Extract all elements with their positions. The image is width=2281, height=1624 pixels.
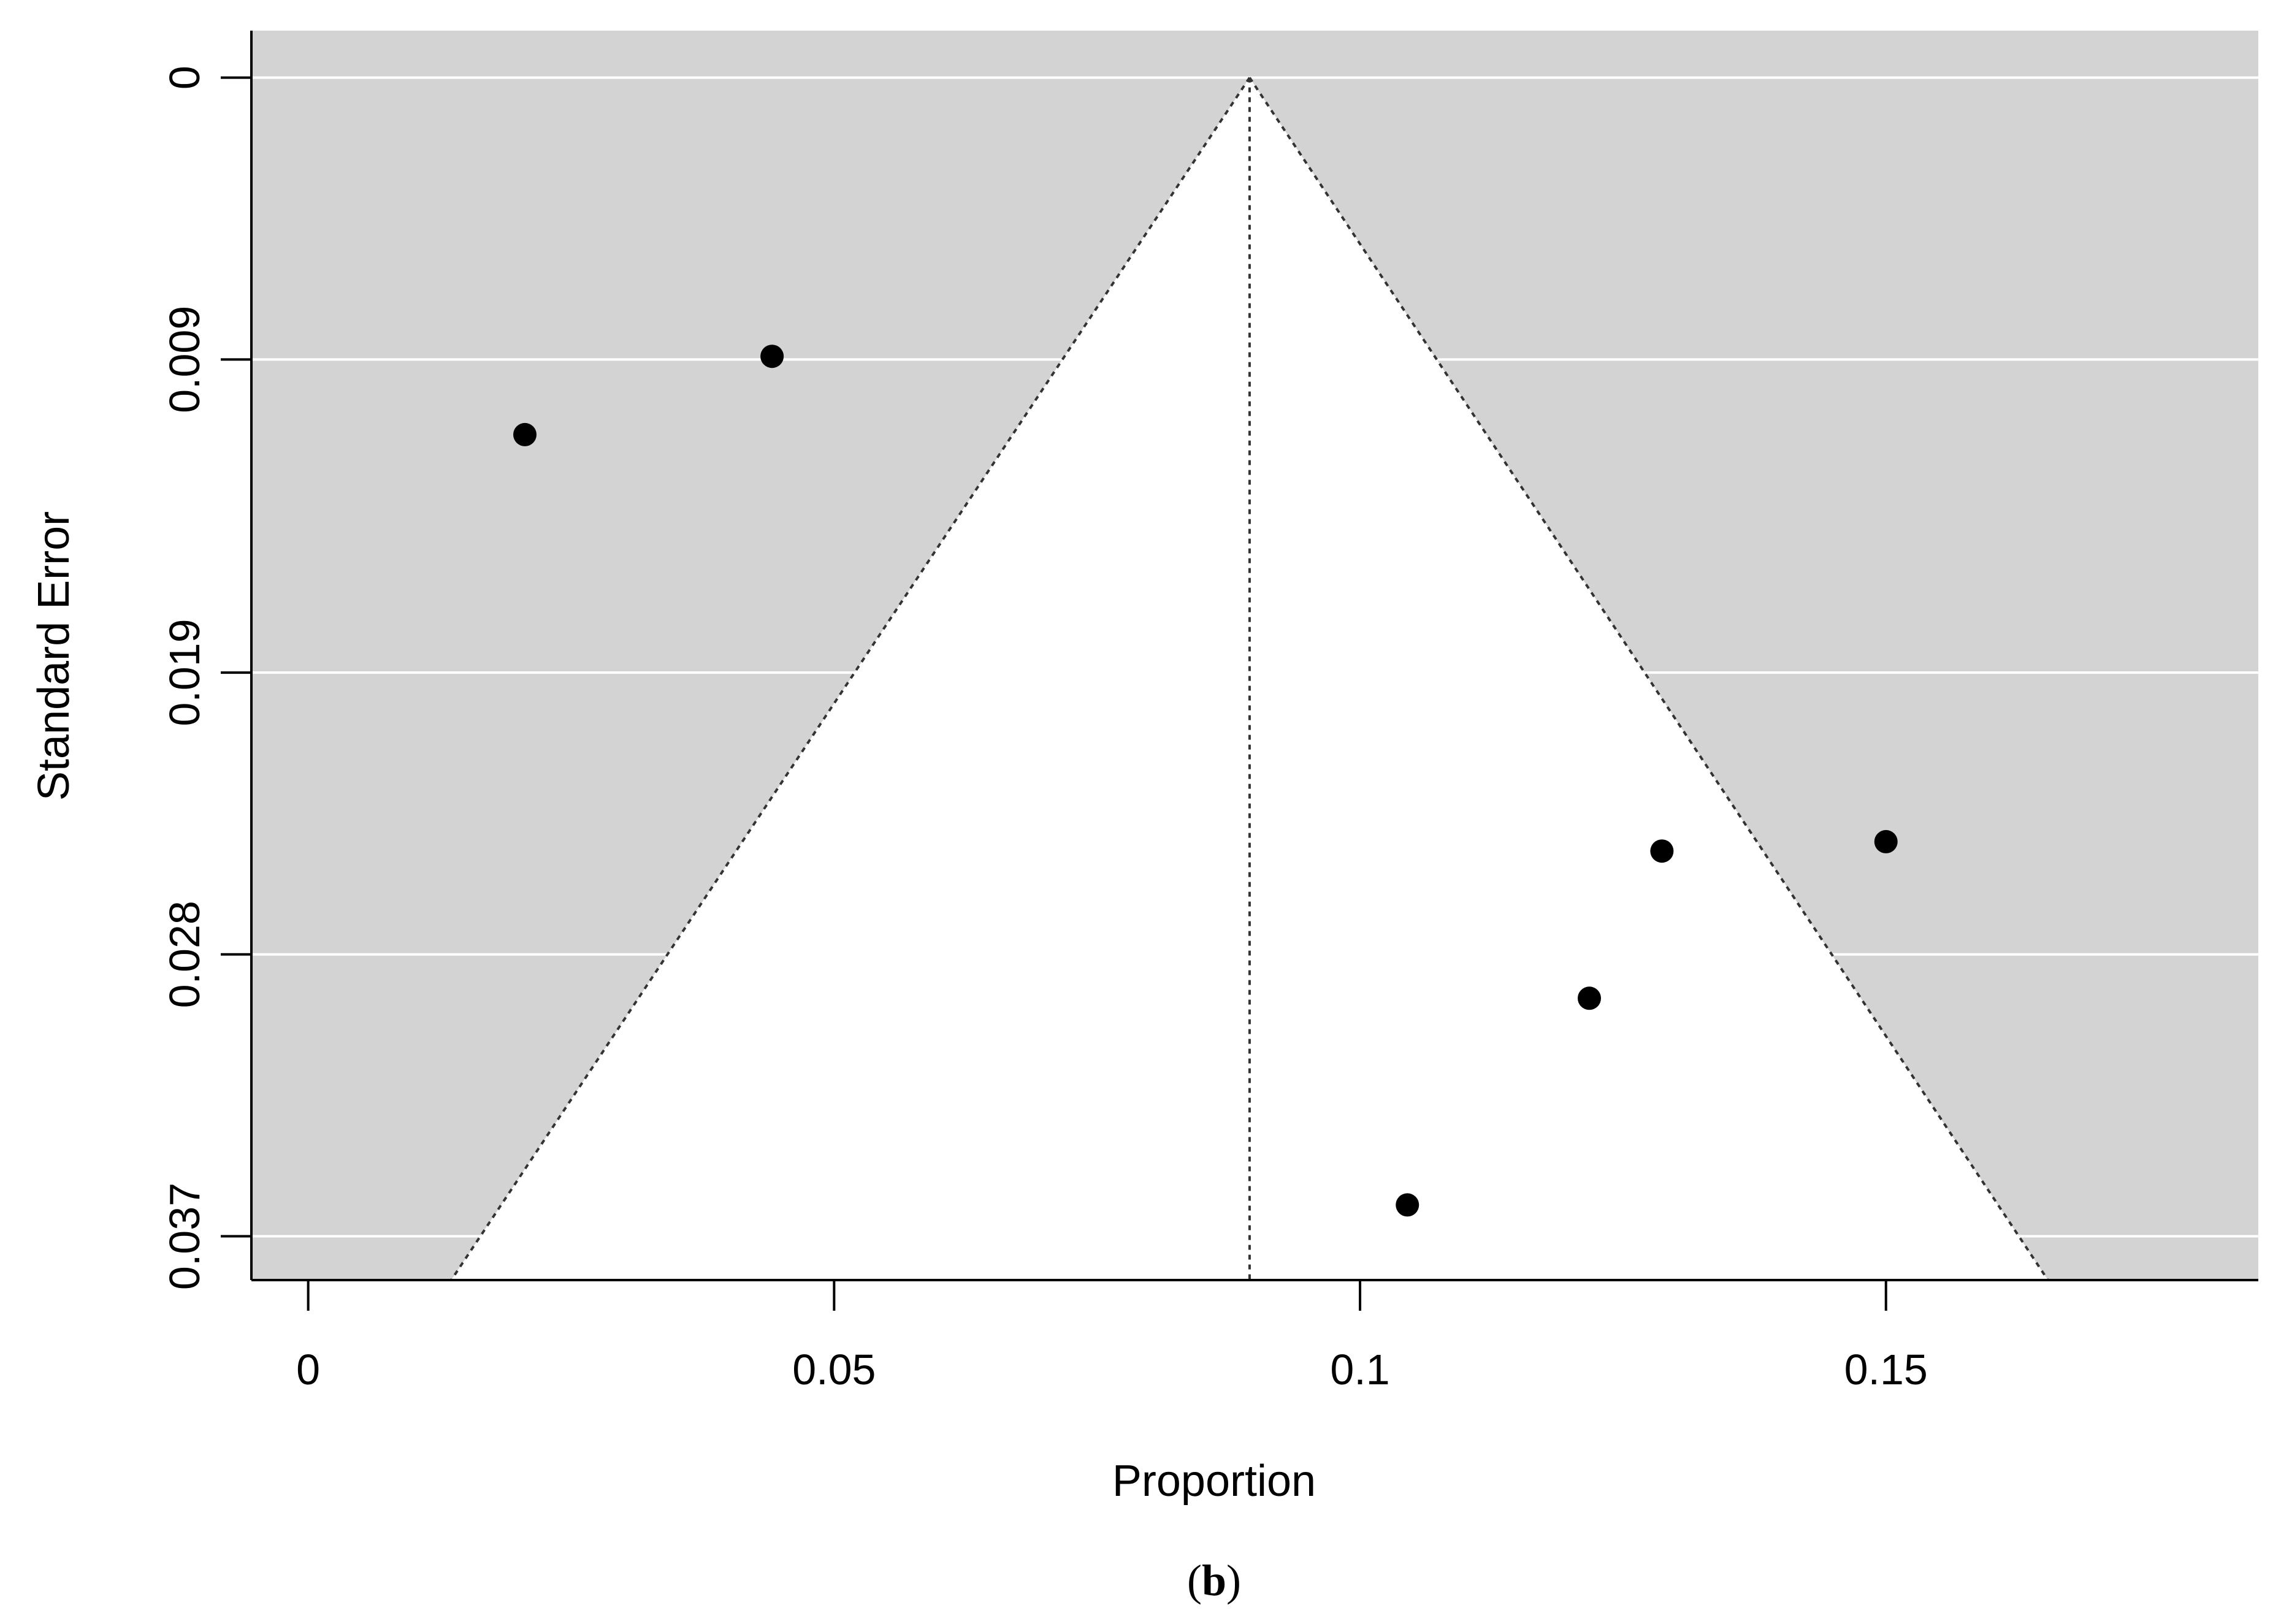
x-tick-label-2: 0.1 [1330, 1346, 1389, 1393]
x-tick-label-1: 0.05 [792, 1346, 876, 1393]
y-tick-label-3: 0.028 [161, 901, 208, 1008]
data-point-2 [760, 345, 784, 368]
y-tick-label-1: 0.009 [161, 306, 208, 413]
y-tick-label-0: 0 [161, 66, 208, 90]
x-tick-label-3: 0.15 [1844, 1346, 1928, 1393]
data-point-4 [1874, 829, 1898, 853]
y-tick-label-2: 0.019 [161, 619, 208, 726]
figure-caption: (b) [1187, 1556, 1241, 1605]
y-tick-label-4: 0.037 [161, 1183, 208, 1290]
x-tick-label-0: 0 [296, 1346, 320, 1393]
data-points [513, 345, 1898, 1217]
y-axis-ticks: 0 0.009 0.019 0.028 0.037 [161, 66, 251, 1290]
data-point-5 [1578, 986, 1601, 1010]
x-axis-ticks: 0 0.05 0.1 0.15 [296, 1280, 1928, 1393]
x-axis-title: Proportion [1112, 1457, 1316, 1506]
caption-close: ) [1226, 1556, 1241, 1605]
caption-open: ( [1187, 1556, 1202, 1605]
data-point-6 [1396, 1193, 1419, 1217]
data-point-3 [1650, 839, 1674, 863]
caption-letter: b [1202, 1556, 1226, 1605]
data-point-1 [513, 422, 537, 446]
y-axis-title: Standard Error [29, 511, 78, 801]
